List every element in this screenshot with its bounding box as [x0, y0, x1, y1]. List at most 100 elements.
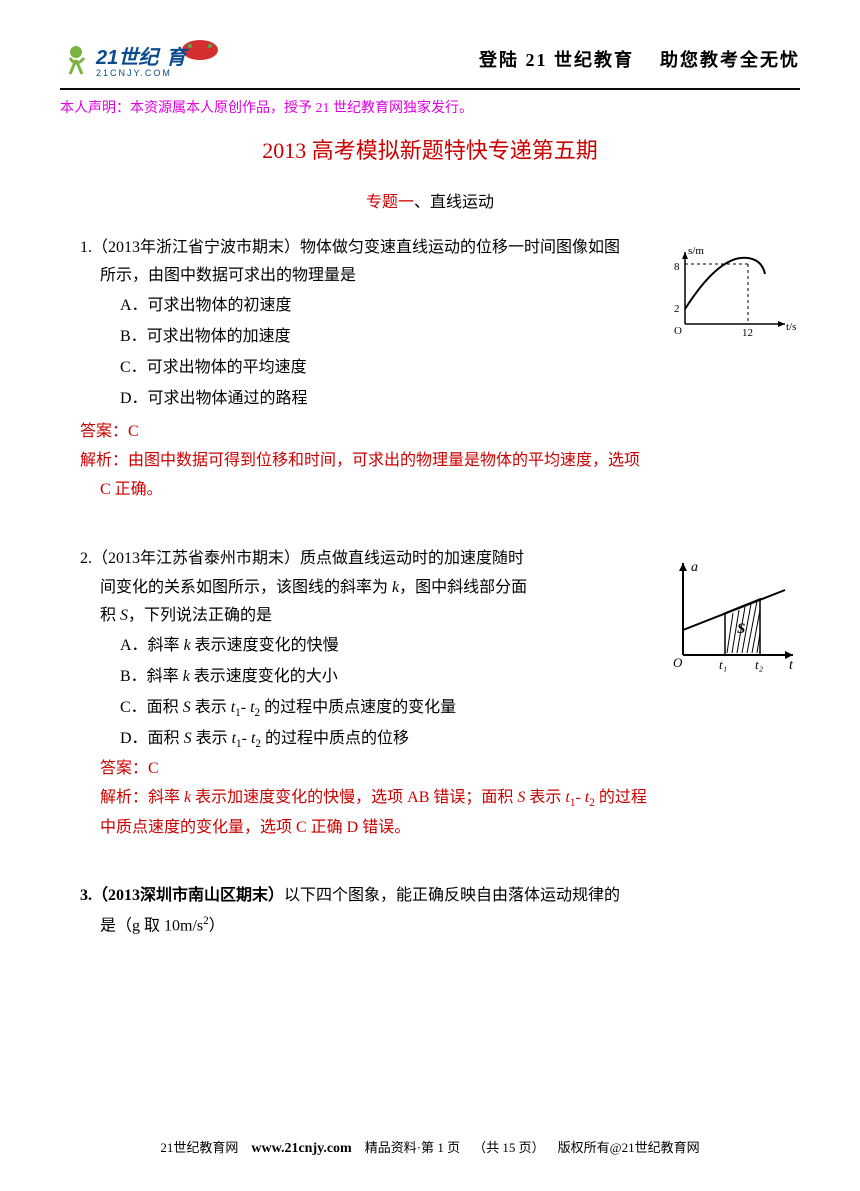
title-year: 2013: [262, 138, 306, 163]
q2-ana1b: 表示加速度变化的快慢，选项 AB 错误；面积: [191, 789, 517, 806]
svg-text:O: O: [673, 655, 683, 670]
q1-answer-label: 答案：: [80, 423, 128, 440]
q2-optd-s: S: [184, 730, 192, 747]
q2-option-c: C．面积 S 表示 t1- t2 的过程中质点速度的变化量: [120, 693, 800, 724]
footer-brand-num: 21: [160, 1140, 173, 1155]
q2-ana1c: 表示: [525, 789, 565, 806]
logo-area: 21世纪 育 21CNJY.COM: [60, 40, 240, 80]
svg-text:8: 8: [674, 261, 680, 273]
q1-src-open: （: [92, 239, 108, 256]
q1-answer-val: C: [128, 423, 139, 440]
svg-text:t: t: [789, 658, 794, 673]
footer-mid-a: 精品资料·第: [365, 1140, 438, 1155]
q1-analysis-line2: C 正确。: [100, 476, 800, 505]
q2-opta-a: A．斜率: [120, 637, 184, 654]
declaration-suffix: 世纪教育网独家发行。: [333, 101, 473, 116]
q3-stem-line1: 3.（2013深圳市南山区期末）以下四个图象，能正确反映自由落体运动规律的: [80, 882, 800, 911]
svg-text:12: 12: [742, 327, 753, 339]
q3-stem2b: ）: [209, 917, 225, 934]
q3-stem2a: 是（g 取 10m/s: [100, 917, 203, 934]
footer-url: www.21cnjy.com: [251, 1141, 351, 1156]
q2-optb-a: B．斜率: [120, 668, 183, 685]
topic-row: 专题一、直线运动: [60, 189, 800, 218]
q2-figure: a S t₁ t₂ O t: [665, 555, 800, 686]
q2-optb-b: 表示速度变化的大小: [190, 668, 338, 685]
q3-src-text: 深圳市南山区期末）: [140, 887, 284, 904]
main-title: 2013 高考模拟新题特快专递第五期: [60, 131, 800, 171]
q1-option-d: D．可求出物体通过的路程: [120, 384, 800, 415]
header-slogan: 登陆 21 世纪教育 助您教考全无忧: [479, 44, 800, 76]
svg-text:s/m: s/m: [688, 245, 704, 257]
q2-optc-dash: -: [241, 699, 250, 716]
q3-stem1: 以下四个图象，能正确反映自由落体运动规律的: [284, 887, 620, 904]
q3-stem-line2: 是（g 取 10m/s2）: [100, 911, 800, 941]
svg-text:2: 2: [674, 303, 680, 315]
q2-number: 2: [80, 550, 88, 567]
slogan-suffix: 助您教考全无忧: [660, 50, 800, 70]
slogan-prefix: 登陆: [479, 50, 519, 70]
slogan-num: 21: [526, 50, 548, 70]
q1-option-c: C．可求出物体的平均速度: [120, 353, 800, 384]
q2-stem1: 质点做直线运动时的加速度随时: [300, 550, 524, 567]
q2-analysis-line2: 中质点速度的变化量，选项 C 正确 D 错误。: [100, 814, 800, 843]
footer-brand-text: 世纪教育网: [173, 1140, 238, 1155]
declaration-num: 21: [316, 101, 330, 116]
q2-src-text: 年江苏省泰州市期末）: [140, 550, 300, 567]
q2-answer-val: C: [148, 760, 159, 777]
slogan-mid: 世纪教育: [554, 50, 634, 70]
q2-opta-k: k: [184, 637, 191, 654]
page-header: 21世纪 育 21CNJY.COM 登陆 21 世纪教育 助您教考全无忧: [60, 40, 800, 80]
q2-stem3-s: S: [120, 607, 128, 624]
declaration-line: 本人声明：本资源属本人原创作品，授予 21 世纪教育网独家发行。: [60, 96, 800, 121]
topic-label: 专题一: [366, 194, 414, 211]
q2-optd-dash: -: [242, 730, 251, 747]
declaration-prefix: 本人声明：本资源属本人原创作品，授予: [60, 101, 312, 116]
footer-copyright-num: 21: [622, 1140, 635, 1155]
footer-total-b: 页）: [515, 1140, 544, 1155]
q1-number: 1: [80, 239, 88, 256]
footer-copyright-a: 版权所有@: [558, 1140, 622, 1155]
q3-number: 3: [80, 887, 88, 904]
q2-src-year: 2013: [108, 550, 140, 567]
q2-optc-c: 的过程中质点速度的变化量: [260, 699, 456, 716]
q2-stem2a: 间变化的关系如图所示，该图线的斜率为: [100, 579, 392, 596]
q2-stem2b: ，图中斜线部分面: [399, 579, 527, 596]
q2-optc-s: S: [183, 699, 191, 716]
q1-analysis-label: 解析：: [80, 452, 128, 469]
q2-stem3a: 积: [100, 607, 120, 624]
title-text: 高考模拟新题特快专递第五期: [312, 138, 598, 163]
q1-src-text: 年浙江省宁波市期末）: [140, 239, 300, 256]
q2-analysis-label: 解析：: [100, 789, 148, 806]
q2-option-d: D．面积 S 表示 t1- t2 的过程中质点的位移: [120, 724, 800, 755]
topic-sep: 、: [414, 194, 430, 211]
q2-optd-c: 的过程中质点的位移: [261, 730, 409, 747]
q2-opta-b: 表示速度变化的快慢: [191, 637, 339, 654]
question-3: 3.（2013深圳市南山区期末）以下四个图象，能正确反映自由落体运动规律的 是（…: [60, 882, 800, 941]
q2-stem3b: ，下列说法正确的是: [128, 607, 272, 624]
q2-ana1-dash: -: [575, 789, 584, 806]
site-logo-icon: 21世纪 育 21CNJY.COM: [60, 40, 240, 80]
page-footer: 21世纪教育网 www.21cnjy.com 精品资料·第 1 页 （共 15 …: [0, 1136, 860, 1161]
footer-total-a: （共: [473, 1140, 502, 1155]
svg-text:t/s: t/s: [786, 321, 796, 333]
q3-src-year: 2013: [108, 887, 140, 904]
q2-optb-k: k: [183, 668, 190, 685]
footer-mid-b: 页: [444, 1140, 460, 1155]
q2-ana1a: 斜率: [148, 789, 184, 806]
svg-text:S: S: [737, 621, 745, 637]
svg-text:O: O: [674, 325, 682, 337]
q1-figure: s/m 8 2 O 12 t/s: [670, 244, 800, 350]
q2-ana1d: 的过程: [595, 789, 647, 806]
q1-analysis1: 由图中数据可得到位移和时间，可求出的物理量是物体的平均速度，选项: [128, 452, 640, 469]
q1-src-year: 2013: [108, 239, 140, 256]
footer-total-num: 15: [502, 1140, 515, 1155]
q2-optc-b: 表示: [191, 699, 231, 716]
q2-answer: 答案：C: [100, 755, 800, 784]
q2-optd-a: D．面积: [120, 730, 184, 747]
header-divider: [60, 88, 800, 90]
svg-text:a: a: [691, 560, 698, 575]
q1-answer: 答案：C: [80, 418, 800, 447]
svg-text:21世纪: 21世纪: [95, 46, 161, 69]
q2-src-open: （: [92, 550, 108, 567]
q2-answer-label: 答案：: [100, 760, 148, 777]
